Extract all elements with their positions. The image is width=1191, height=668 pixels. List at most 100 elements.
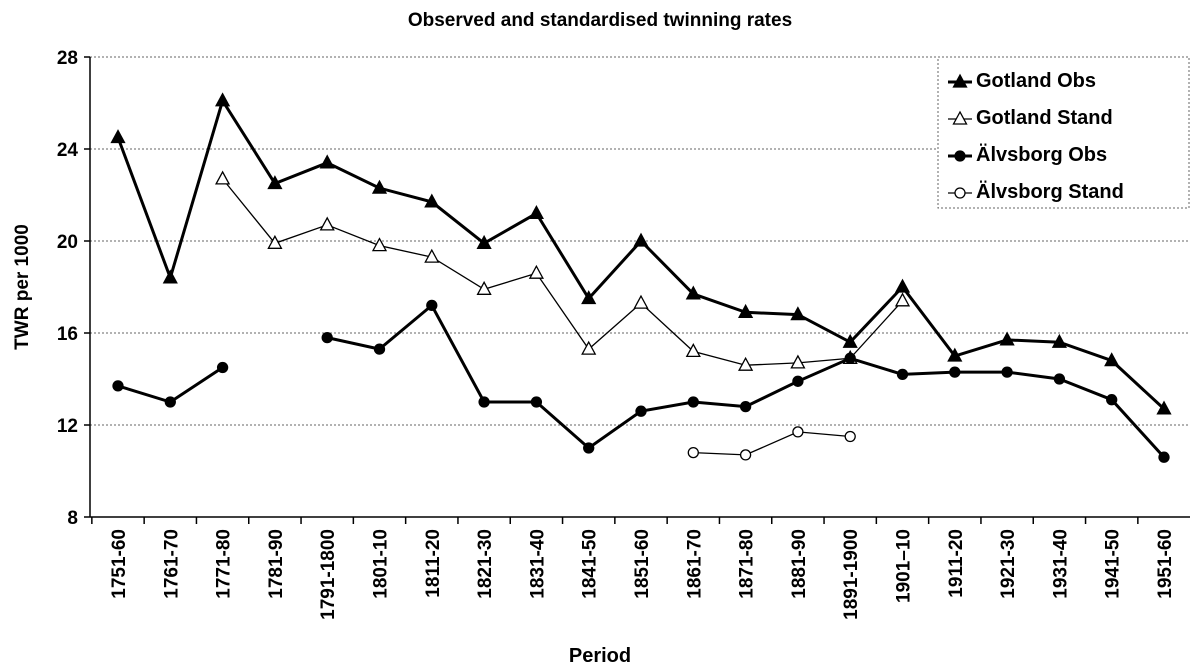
data-point <box>894 278 911 293</box>
data-point <box>424 193 440 208</box>
data-point <box>583 442 595 454</box>
data-point <box>896 368 909 381</box>
x-tick-label: 1811-20 <box>423 529 444 598</box>
x-tick-label: 1751-60 <box>109 529 130 599</box>
data-point <box>528 264 544 279</box>
data-point <box>478 396 490 408</box>
data-point <box>321 331 333 344</box>
data-point <box>685 343 701 358</box>
data-point <box>685 285 701 300</box>
data-point <box>633 232 649 247</box>
x-tick-label: 1951-60 <box>1155 529 1176 599</box>
data-point <box>844 430 856 443</box>
data-point <box>476 280 492 295</box>
x-tick-label: 1821-30 <box>475 529 496 599</box>
data-point <box>1156 400 1172 415</box>
data-point <box>581 290 597 305</box>
data-point <box>319 154 335 169</box>
data-point <box>424 248 440 263</box>
data-point <box>999 331 1015 346</box>
x-tick-label: 1931-40 <box>1050 529 1071 599</box>
x-tick-label: 1911-20 <box>946 529 967 598</box>
x-tick-label: 1761-70 <box>161 529 182 599</box>
x-tick-label: 1901–10 <box>894 529 915 603</box>
data-point <box>949 366 961 378</box>
data-point <box>267 234 283 249</box>
data-point <box>739 400 752 413</box>
data-point <box>215 170 231 185</box>
x-tick-label: 1921-30 <box>998 529 1019 599</box>
legend-box <box>937 56 1190 209</box>
y-tick-label: 12 <box>57 416 78 437</box>
data-point <box>790 354 806 369</box>
data-point <box>110 129 126 144</box>
data-point <box>476 234 492 249</box>
series-line <box>117 303 1166 459</box>
data-point <box>1001 366 1013 378</box>
x-tick-label: 1941-50 <box>1103 529 1124 599</box>
data-point <box>530 396 543 408</box>
x-tick-label: 1851-60 <box>632 529 653 599</box>
data-point <box>373 343 386 355</box>
data-point <box>164 396 176 408</box>
y-tick-label: 8 <box>67 508 78 529</box>
x-tick-label: 1881-90 <box>789 529 810 599</box>
data-point <box>844 352 856 364</box>
series-line <box>222 178 903 366</box>
data-point <box>371 179 388 194</box>
data-point <box>792 375 804 387</box>
data-point <box>1051 333 1067 348</box>
data-point <box>738 356 754 371</box>
legend-label: Gotland Stand <box>976 107 1113 129</box>
data-point <box>635 405 647 417</box>
legend-label: Gotland Obs <box>976 70 1096 92</box>
x-tick-label: 1781-90 <box>266 529 287 599</box>
data-point <box>1158 451 1170 463</box>
legend-marker <box>952 73 968 88</box>
legend-marker <box>954 150 966 162</box>
y-tick-label: 24 <box>57 140 79 161</box>
data-point <box>215 92 231 107</box>
data-point <box>739 449 752 461</box>
chart-title: Observed and standardised twinning rates <box>408 10 792 31</box>
x-axis-label: Period <box>569 645 631 667</box>
x-tick-label: 1891-1900 <box>841 529 862 620</box>
data-point <box>216 361 229 374</box>
data-point <box>894 292 911 307</box>
data-point <box>687 446 699 459</box>
legend-label: Älvsborg Obs <box>976 143 1107 166</box>
series-line <box>693 431 851 456</box>
data-point <box>790 306 806 321</box>
x-tick-label: 1831-40 <box>527 529 548 599</box>
data-point <box>581 340 597 355</box>
y-tick-label: 16 <box>57 324 78 345</box>
data-point <box>528 205 544 220</box>
data-point <box>162 269 178 284</box>
data-point <box>112 380 124 392</box>
data-point <box>1053 373 1066 385</box>
data-point <box>319 216 335 231</box>
data-point <box>687 396 699 408</box>
data-point <box>1106 394 1118 406</box>
x-tick-label: 1841-50 <box>580 529 601 599</box>
x-tick-label: 1861-70 <box>684 529 705 599</box>
data-point <box>738 303 754 318</box>
x-tick-label: 1801-10 <box>371 529 392 599</box>
x-tick-label: 1771-80 <box>214 529 235 599</box>
data-point <box>267 175 283 190</box>
data-point <box>426 299 438 312</box>
data-point <box>371 237 388 252</box>
y-tick-label: 28 <box>57 48 78 69</box>
legend-marker <box>954 187 966 199</box>
data-point <box>633 294 649 309</box>
data-point <box>1104 352 1120 367</box>
data-point <box>842 333 858 348</box>
x-tick-label: 1791-1800 <box>318 529 339 620</box>
legend-marker <box>952 110 968 125</box>
legend-label: Älvsborg Stand <box>976 180 1124 203</box>
data-point <box>947 347 963 362</box>
y-tick-label: 20 <box>57 232 78 253</box>
data-point <box>792 426 804 438</box>
